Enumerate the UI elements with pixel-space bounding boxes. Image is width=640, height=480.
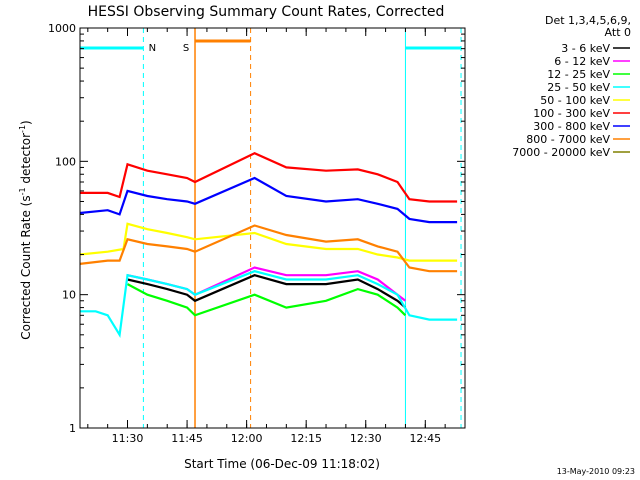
series-line-3: [79, 270, 458, 339]
footer-date: 13-May-2010 09:23: [557, 467, 635, 476]
legend-label-8: 7000 - 20000 keV: [512, 146, 610, 159]
legend-label-3: 25 - 50 keV: [547, 81, 610, 94]
y-axis-label-middle: detector: [19, 133, 33, 188]
legend-label-5: 100 - 300 keV: [533, 107, 610, 120]
saa-flag-label: S: [183, 43, 189, 54]
y-tick-label: 10: [62, 289, 76, 302]
y-axis-label-end: ): [19, 120, 33, 125]
y-axis-label-text: Corrected Count Rate (s: [19, 195, 33, 339]
x-tick-label: 12:30: [350, 432, 382, 445]
legend-label-6: 300 - 800 keV: [533, 120, 610, 133]
legend-label-0: 3 - 6 keV: [561, 42, 610, 55]
y-axis-label-exponent-2: -1: [18, 125, 27, 133]
legend-header-line-1: Det 1,3,4,5,6,9,: [545, 14, 631, 27]
x-tick-label: 12:45: [409, 432, 441, 445]
series-line-7: [79, 224, 458, 273]
legend-label-2: 12 - 25 keV: [547, 68, 610, 81]
plot-frame: [79, 27, 466, 429]
legend-label-7: 800 - 7000 keV: [526, 133, 610, 146]
legend-header-line-2: Att 0: [605, 26, 631, 39]
x-axis: 11:30 11:45 12:00 12:15 12:30 12:45: [87, 28, 466, 445]
x-tick-label: 12:00: [231, 432, 263, 445]
y-tick-label: 1000: [48, 22, 76, 35]
series-line-6: [79, 176, 458, 224]
night-flag-label: N: [149, 43, 156, 54]
x-tick-label: 12:15: [290, 432, 322, 445]
series-line-2: [126, 283, 407, 317]
y-axis: 1000 100 10 1: [48, 22, 465, 435]
y-axis-label: Corrected Count Rate (s-1 detector-1): [18, 120, 33, 339]
x-tick-label: 11:45: [171, 432, 203, 445]
x-axis-label: Start Time (06-Dec-09 11:18:02): [184, 457, 380, 471]
chart-title: HESSI Observing Summary Count Rates, Cor…: [88, 4, 445, 20]
series-line-0: [127, 274, 407, 309]
y-axis-label-exponent: -1: [18, 187, 27, 195]
legend-label-4: 50 - 100 keV: [540, 94, 610, 107]
y-tick-label: 100: [55, 155, 76, 168]
y-tick-label: 1: [69, 422, 76, 435]
x-tick-label: 11:30: [112, 432, 144, 445]
series-line-5: [79, 151, 458, 203]
legend-label-1: 6 - 12 keV: [554, 55, 610, 68]
